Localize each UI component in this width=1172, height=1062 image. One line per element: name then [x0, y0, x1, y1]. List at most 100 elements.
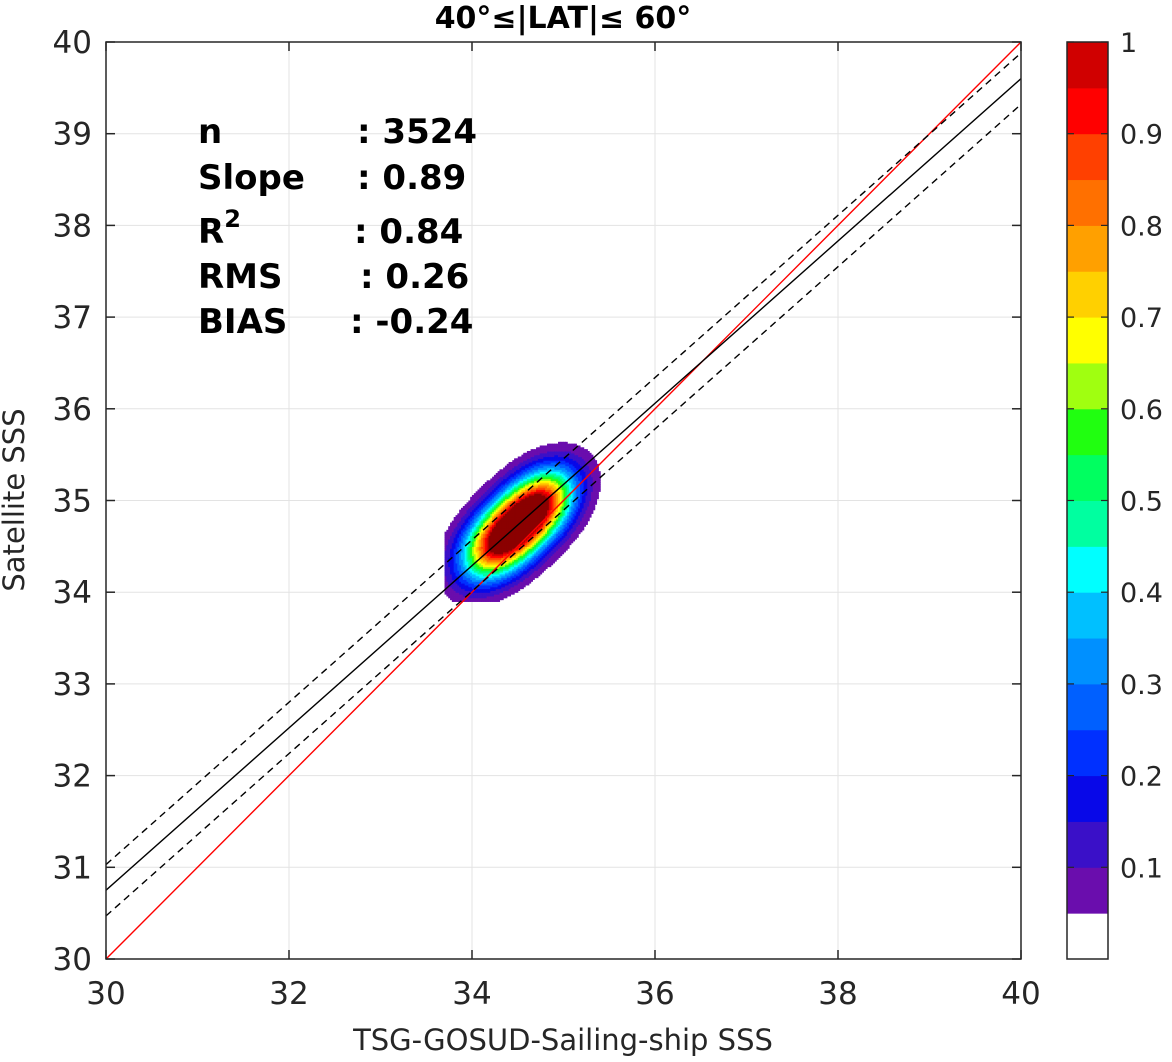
density-cell: [519, 564, 523, 568]
density-cell: [590, 469, 594, 472]
density-cell: [545, 559, 548, 562]
density-cell: [523, 483, 526, 487]
density-cell: [497, 533, 501, 536]
density-cell: [552, 471, 555, 474]
density-cell: [578, 518, 581, 522]
density-cell: [552, 511, 555, 514]
density-cell: [482, 518, 486, 522]
density-cell: [532, 517, 535, 520]
density-cell: [497, 507, 501, 511]
density-cell: [515, 583, 519, 586]
density-cell: [537, 489, 541, 492]
density-cell: [510, 465, 513, 469]
density-cell: [526, 555, 530, 558]
density-cell: [534, 518, 537, 522]
density-cell: [552, 540, 555, 544]
density-cell: [536, 515, 539, 518]
density-cell: [539, 513, 543, 516]
density-cell: [481, 564, 484, 568]
density-cell: [517, 471, 521, 474]
density-cell: [581, 469, 585, 472]
density-cell: [466, 575, 469, 579]
density-cell: [479, 553, 482, 557]
density-cell: [448, 537, 451, 540]
density-cell: [451, 583, 455, 586]
density-cell: [484, 594, 488, 597]
density-cell: [490, 529, 493, 533]
density-cell: [461, 517, 464, 520]
density-cell: [453, 575, 457, 579]
density-cell: [537, 531, 541, 535]
density-cell: [578, 452, 581, 456]
density-cell: [523, 500, 526, 503]
density-cell: [512, 559, 515, 562]
density-cell: [579, 487, 583, 491]
density-cell: [523, 548, 526, 551]
density-cell: [497, 526, 501, 529]
density-cell: [530, 526, 533, 529]
density-cell: [501, 500, 504, 503]
density-cell: [497, 480, 501, 483]
density-cell: [504, 513, 508, 516]
density-cell: [545, 449, 548, 452]
density-cell: [539, 559, 543, 562]
density-cell: [508, 533, 512, 536]
density-cell: [543, 520, 546, 524]
density-cell: [468, 509, 471, 513]
density-cell: [530, 522, 533, 525]
density-cell: [561, 537, 565, 540]
density-cell: [488, 594, 491, 597]
density-cell: [521, 526, 524, 529]
density-cell: [556, 522, 559, 525]
density-cell: [497, 485, 501, 489]
density-cell: [448, 561, 451, 564]
density-cell: [534, 568, 537, 571]
density-cell: [453, 566, 457, 569]
density-cell: [444, 570, 447, 573]
density-cell: [563, 539, 566, 542]
density-cell: [517, 529, 521, 533]
density-cell: [561, 522, 565, 525]
density-cell: [490, 551, 493, 555]
density-cell: [497, 561, 501, 564]
density-cell: [493, 502, 497, 505]
density-cell: [506, 520, 510, 524]
density-cell: [473, 533, 477, 536]
density-cell: [558, 548, 561, 551]
density-cell: [559, 540, 563, 544]
density-cell: [576, 507, 579, 511]
density-cell: [547, 467, 550, 470]
density-cell: [576, 456, 579, 459]
density-cell: [548, 526, 552, 529]
density-cell: [503, 494, 506, 498]
density-cell: [548, 517, 552, 520]
density-cell: [572, 458, 576, 461]
density-cell: [543, 506, 546, 509]
density-cell: [462, 537, 466, 540]
density-cell: [448, 590, 451, 593]
density-cell: [501, 594, 504, 597]
density-cell: [508, 518, 512, 522]
density-cell: [585, 452, 588, 456]
density-cell: [497, 518, 501, 522]
density-cell: [490, 506, 493, 509]
density-cell: [526, 542, 530, 546]
density-cell: [508, 517, 512, 520]
density-cell: [532, 559, 535, 562]
density-cell: [473, 579, 477, 582]
density-cell: [547, 493, 550, 496]
density-cell: [521, 498, 524, 502]
density-cell: [568, 449, 572, 452]
density-cell: [508, 564, 512, 568]
density-cell: [495, 592, 499, 595]
density-cell: [521, 542, 524, 546]
density-cell: [472, 592, 475, 595]
density-cell: [501, 487, 504, 491]
density-cell: [558, 485, 561, 489]
density-cell: [457, 577, 460, 580]
density-cell: [534, 509, 537, 513]
density-cell: [479, 526, 482, 529]
density-cell: [556, 461, 559, 465]
density-cell: [539, 465, 543, 469]
density-cell: [532, 461, 535, 465]
